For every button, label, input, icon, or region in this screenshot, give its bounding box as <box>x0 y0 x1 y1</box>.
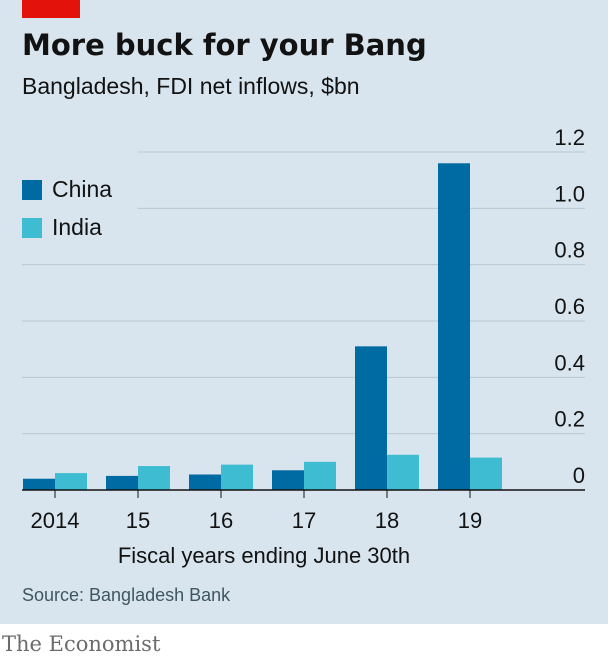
x-axis-label: Fiscal years ending June 30th <box>118 543 410 568</box>
chart-panel <box>0 0 608 624</box>
x-tick-label: 19 <box>458 508 482 533</box>
publisher-footer: The Economist <box>2 632 161 656</box>
y-tick-label: 1.2 <box>554 125 585 150</box>
chart-title: More buck for your Bang <box>22 28 427 62</box>
y-tick-label: 0.4 <box>554 350 585 375</box>
chart-subtitle: Bangladesh, FDI net inflows, $bn <box>22 73 360 99</box>
bar-china <box>355 346 387 490</box>
legend-item-china: China <box>22 176 112 203</box>
bar-chart: 0 0.2 0.4 0.6 0.8 1.0 1.2 2014 15 16 17 18 19 Fiscal … <box>22 125 585 568</box>
bar-india <box>55 473 87 490</box>
bar-china <box>272 470 304 490</box>
legend-label-india: India <box>52 214 102 240</box>
bar-india <box>138 466 170 490</box>
x-tick-label: 2014 <box>31 508 80 533</box>
legend-label-china: China <box>52 176 113 202</box>
source-note: Source: Bangladesh Bank <box>22 585 231 605</box>
bar-india <box>304 461 336 490</box>
y-tick-label: 0 <box>573 463 585 488</box>
x-tick-label: 18 <box>375 508 399 533</box>
bar-india <box>387 454 419 490</box>
brand-red-tag <box>22 0 80 18</box>
bar-china <box>23 478 55 490</box>
legend-item-india: India <box>22 214 102 241</box>
y-tick-label: 1.0 <box>554 181 585 206</box>
x-tick-label: 16 <box>209 508 233 533</box>
y-tick-label: 0.8 <box>554 238 585 263</box>
bar-india <box>221 464 253 490</box>
y-tick-label: 0.6 <box>554 294 585 319</box>
legend-swatch-china <box>22 179 42 200</box>
x-tick-label: 15 <box>126 508 150 533</box>
bar-india <box>470 457 502 490</box>
bar-china <box>438 163 470 490</box>
bar-china <box>189 474 221 490</box>
bar-china <box>106 475 138 490</box>
legend-swatch-india <box>22 217 42 238</box>
y-tick-label: 0.2 <box>554 407 585 432</box>
x-tick-label: 17 <box>292 508 316 533</box>
